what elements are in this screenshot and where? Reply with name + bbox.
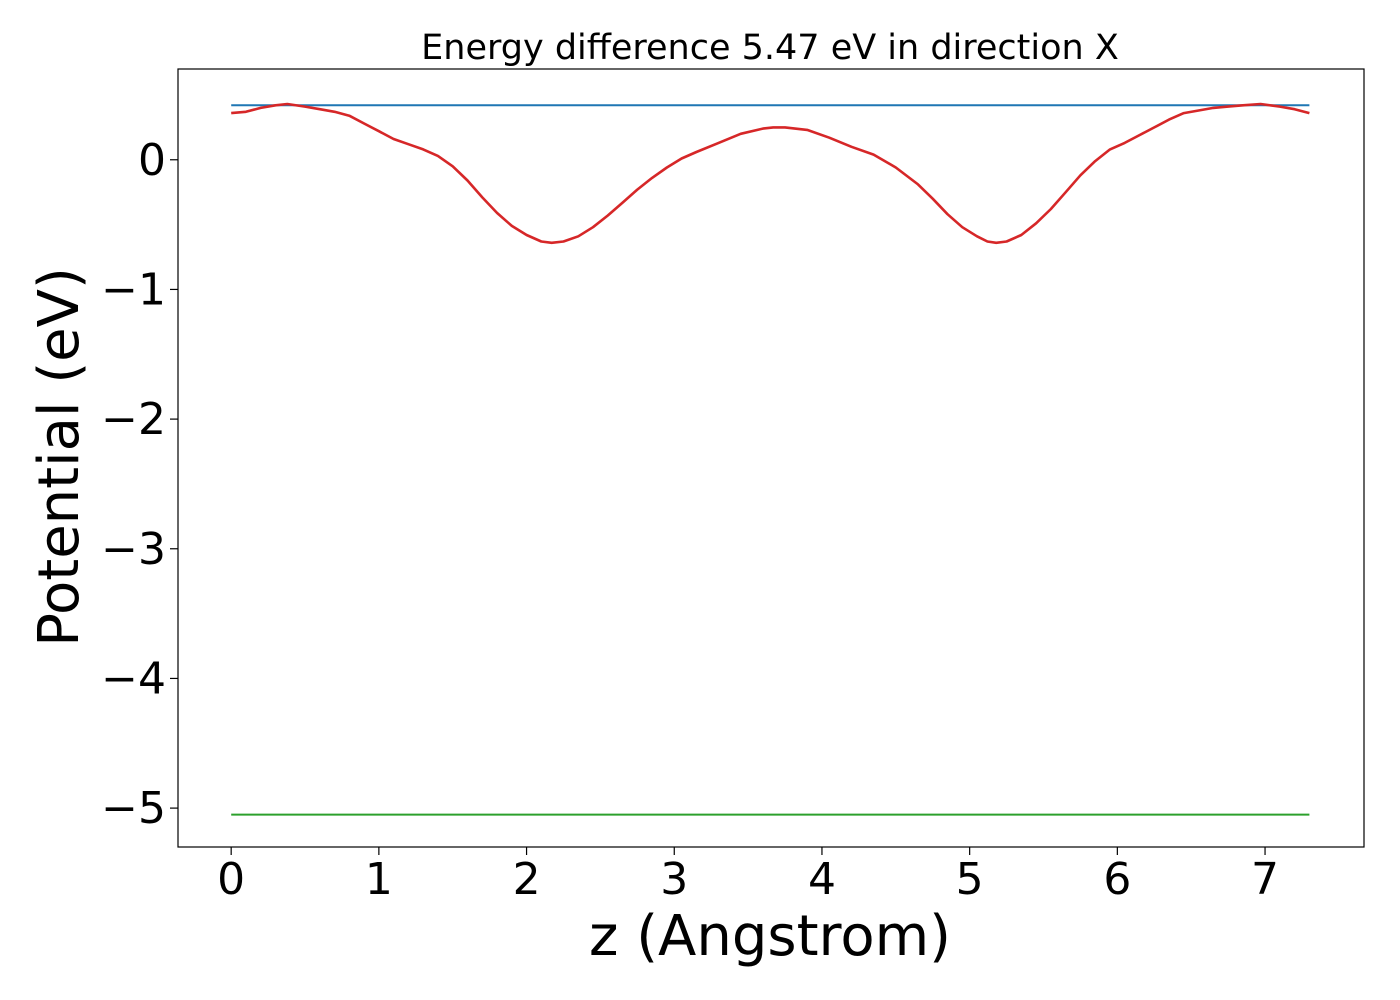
y-axis-title: Potential (eV): [27, 267, 92, 647]
y-tick-label: 0: [138, 135, 166, 186]
potential-curve: [231, 102, 1310, 245]
y-tick-label: −5: [101, 783, 166, 834]
chart-title: Energy difference 5.47 eV in direction X: [421, 28, 1119, 68]
y-tick-label: −1: [101, 264, 166, 315]
x-axis: 0 1 2 3 4 5 6 7: [217, 847, 1279, 905]
y-tick-label: −3: [101, 524, 166, 575]
y-tick-label: −2: [101, 394, 166, 445]
y-axis: 0 −1 −2 −3 −4 −5: [101, 135, 178, 834]
x-axis-title: z (Angstrom): [589, 904, 951, 969]
axes-frame: [177, 68, 1365, 848]
y-tick-label: −4: [101, 653, 166, 704]
plot-lines: [231, 102, 1310, 816]
x-tick-label: 5: [956, 854, 984, 905]
x-tick-label: 0: [217, 854, 245, 905]
x-tick-label: 7: [1251, 854, 1279, 905]
x-tick-label: 6: [1103, 854, 1131, 905]
x-tick-label: 3: [660, 854, 688, 905]
x-tick-label: 2: [513, 854, 541, 905]
x-tick-label: 4: [808, 854, 836, 905]
x-tick-label: 1: [365, 854, 393, 905]
